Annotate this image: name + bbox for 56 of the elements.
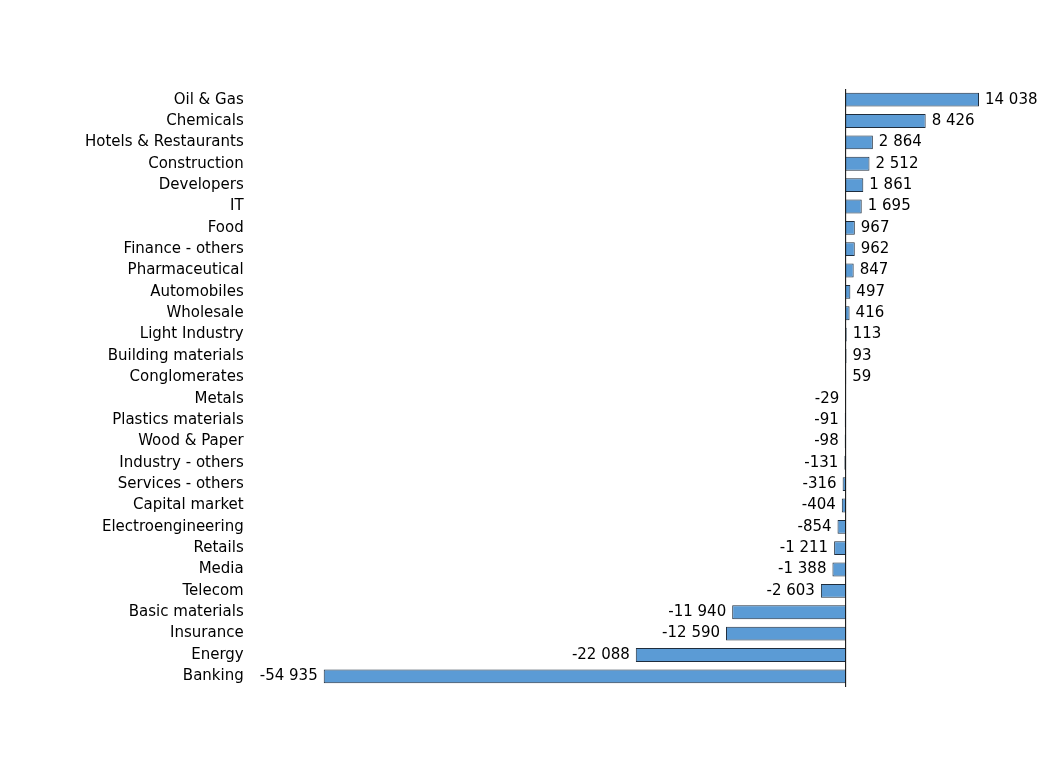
data-label: -404 [801, 495, 836, 514]
y-tick-label: Banking [182, 666, 244, 685]
y-tick-label: Media [198, 559, 244, 578]
y-tick-label: Telecom [181, 580, 244, 599]
data-label: 847 [859, 260, 889, 279]
data-label: -131 [804, 452, 839, 471]
data-label: 2 512 [875, 153, 919, 172]
data-label: -316 [802, 474, 837, 492]
data-label: -29 [814, 388, 840, 407]
y-tick-label: Automobiles [150, 281, 244, 300]
y-tick-label: Conglomerates [129, 367, 244, 386]
y-tick-label: Wood & Paper [138, 431, 245, 450]
data-label: -91 [814, 409, 839, 428]
y-tick-label: Pharmaceutical [127, 260, 244, 279]
data-label: 967 [860, 217, 890, 236]
y-tick-label: Chemicals [166, 110, 244, 129]
data-label: -98 [814, 431, 839, 450]
data-label: -1 211 [779, 538, 829, 557]
data-label: 14 038 [985, 89, 1038, 108]
y-tick-label: Oil & Gas [173, 89, 244, 108]
y-tick-label: Retails [193, 538, 244, 557]
y-tick-label: Basic materials [128, 602, 244, 621]
data-label: -12 590 [662, 623, 721, 642]
data-label: 1 695 [867, 196, 911, 215]
y-tick-label: Wholesale [166, 303, 244, 322]
y-tick-label: Services - others [117, 474, 244, 492]
y-tick-label: Finance - others [123, 239, 244, 258]
y-tick-label: Construction [148, 153, 244, 172]
data-label: 93 [852, 345, 872, 364]
y-tick-label: Hotels & Restaurants [85, 132, 244, 151]
data-label: -22 088 [571, 644, 630, 663]
y-tick-label: Metals [194, 388, 244, 407]
data-label: -11 940 [668, 602, 727, 621]
data-label: 1 861 [869, 175, 913, 193]
y-tick-label: Insurance [170, 623, 244, 642]
data-label: -2 603 [766, 580, 815, 599]
y-tick-label: Industry - others [119, 452, 244, 471]
data-label: 962 [860, 239, 890, 258]
data-label: 2 864 [878, 132, 922, 151]
data-label: -854 [797, 516, 832, 535]
y-tick-label: Plastics materials [112, 409, 244, 428]
data-label: 59 [852, 367, 872, 386]
data-label: 416 [855, 303, 885, 322]
data-label: 8 426 [931, 110, 975, 129]
data-label: -54 935 [259, 666, 318, 685]
y-tick-label: IT [230, 196, 245, 215]
y-tick-label: Electroengineering [101, 516, 244, 535]
y-tick-label: Capital market [133, 495, 244, 514]
y-tick-label: Energy [191, 644, 244, 663]
y-tick-label: Light Industry [139, 324, 244, 343]
y-tick-label: Food [207, 217, 244, 236]
data-label: 497 [856, 281, 885, 300]
data-label: -1 388 [778, 559, 827, 578]
y-tick-label: Developers [158, 175, 244, 193]
data-label: 113 [852, 324, 882, 343]
y-tick-label: Building materials [107, 345, 244, 364]
